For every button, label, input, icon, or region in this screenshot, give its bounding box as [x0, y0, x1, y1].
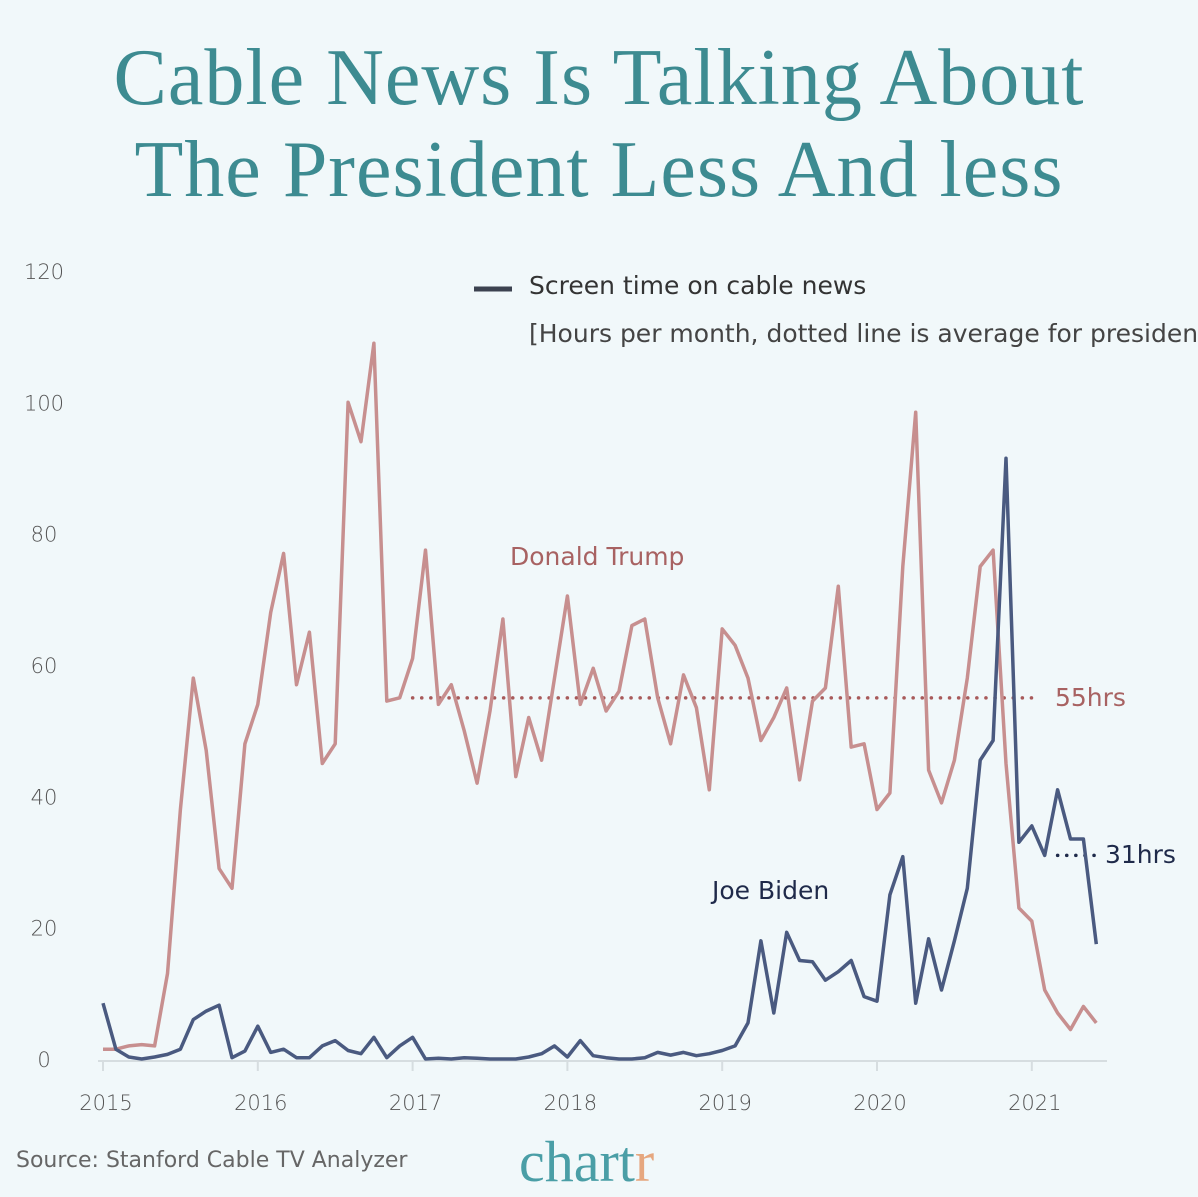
x-tick-label: 2015: [79, 1091, 132, 1115]
y-tick-label: 100: [24, 391, 64, 415]
y-tick-label: 20: [31, 917, 58, 941]
chart-title-line-1: Cable News Is Talking About: [113, 34, 1085, 122]
x-tick-label: 2017: [389, 1091, 442, 1115]
average-label-trump: 55hrs: [1055, 683, 1126, 712]
legend-subtitle: [Hours per month, dotted line is average…: [529, 319, 1198, 348]
logo-text: chart: [519, 1129, 635, 1194]
x-tick-label: 2020: [853, 1091, 906, 1115]
series-line-biden: [101, 456, 1099, 1061]
y-tick-label: 60: [31, 654, 58, 678]
average-label-biden: 31hrs: [1105, 840, 1176, 869]
y-tick-label: 40: [31, 785, 58, 809]
y-tick-label: 120: [24, 260, 64, 284]
series-label-trump: Donald Trump: [510, 542, 684, 571]
series-label-biden: Joe Biden: [710, 876, 829, 905]
x-tick-label: 2019: [698, 1091, 751, 1115]
y-tick-label: 0: [37, 1048, 50, 1072]
x-tick-label: 2018: [544, 1091, 597, 1115]
y-tick-label: 80: [31, 523, 58, 547]
logo-accent: r: [634, 1129, 655, 1194]
legend-label: Screen time on cable news: [529, 271, 866, 300]
series-line-trump: [103, 341, 1098, 1051]
x-tick-label: 2021: [1008, 1091, 1061, 1115]
x-tick-label: 2016: [234, 1091, 287, 1115]
chart-title-line-2: The President Less And less: [134, 126, 1064, 214]
source-note: Source: Stanford Cable TV Analyzer: [16, 1148, 408, 1173]
chartr-logo: chartr: [519, 1128, 654, 1195]
